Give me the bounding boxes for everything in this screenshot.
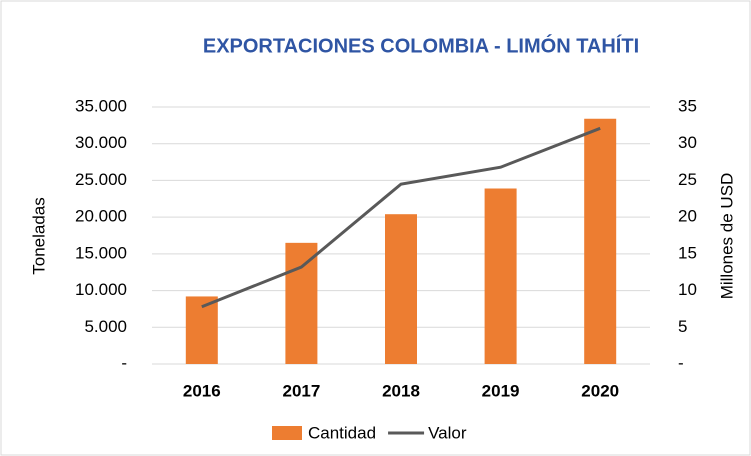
y2-tick-label: 35 [678, 96, 697, 115]
line [201, 126, 601, 309]
y-tick-label: 5.000 [84, 317, 127, 336]
x-tick-label: 2016 [183, 381, 221, 400]
bar [584, 118, 617, 365]
x-tick-label: 2019 [482, 381, 520, 400]
y2-axis-title: Millones de USD [717, 173, 736, 300]
y-tick-label: 15.000 [75, 243, 127, 262]
bar [484, 188, 517, 364]
bar [285, 242, 318, 364]
y-tick-label: 25.000 [75, 170, 127, 189]
y-tick-label: 30.000 [75, 133, 127, 152]
y2-tick-label: - [678, 353, 684, 372]
x-tick-label: 2020 [581, 381, 619, 400]
bar [385, 214, 417, 364]
y2-tick-label: 25 [678, 170, 697, 189]
y-axis-title: Toneladas [29, 197, 48, 275]
x-tick-label: 2018 [382, 381, 420, 400]
legend-label: Valor [428, 423, 467, 442]
y2-tick-label: 30 [678, 133, 697, 152]
x-tick-label: 2017 [282, 381, 320, 400]
y2-tick-label: 10 [678, 280, 697, 299]
y2-tick-label: 15 [678, 243, 697, 262]
legend-swatch [272, 426, 302, 440]
y-tick-label: 10.000 [75, 280, 127, 299]
y-tick-label: - [121, 353, 127, 372]
legend-label: Cantidad [308, 423, 376, 442]
y-tick-label: 20.000 [75, 207, 127, 226]
y2-tick-label: 5 [678, 317, 687, 336]
bar [185, 296, 218, 364]
y-tick-label: 35.000 [75, 96, 127, 115]
chart-title: EXPORTACIONES COLOMBIA - LIMÓN TAHÍTI [203, 33, 639, 57]
y2-tick-label: 20 [678, 207, 697, 226]
